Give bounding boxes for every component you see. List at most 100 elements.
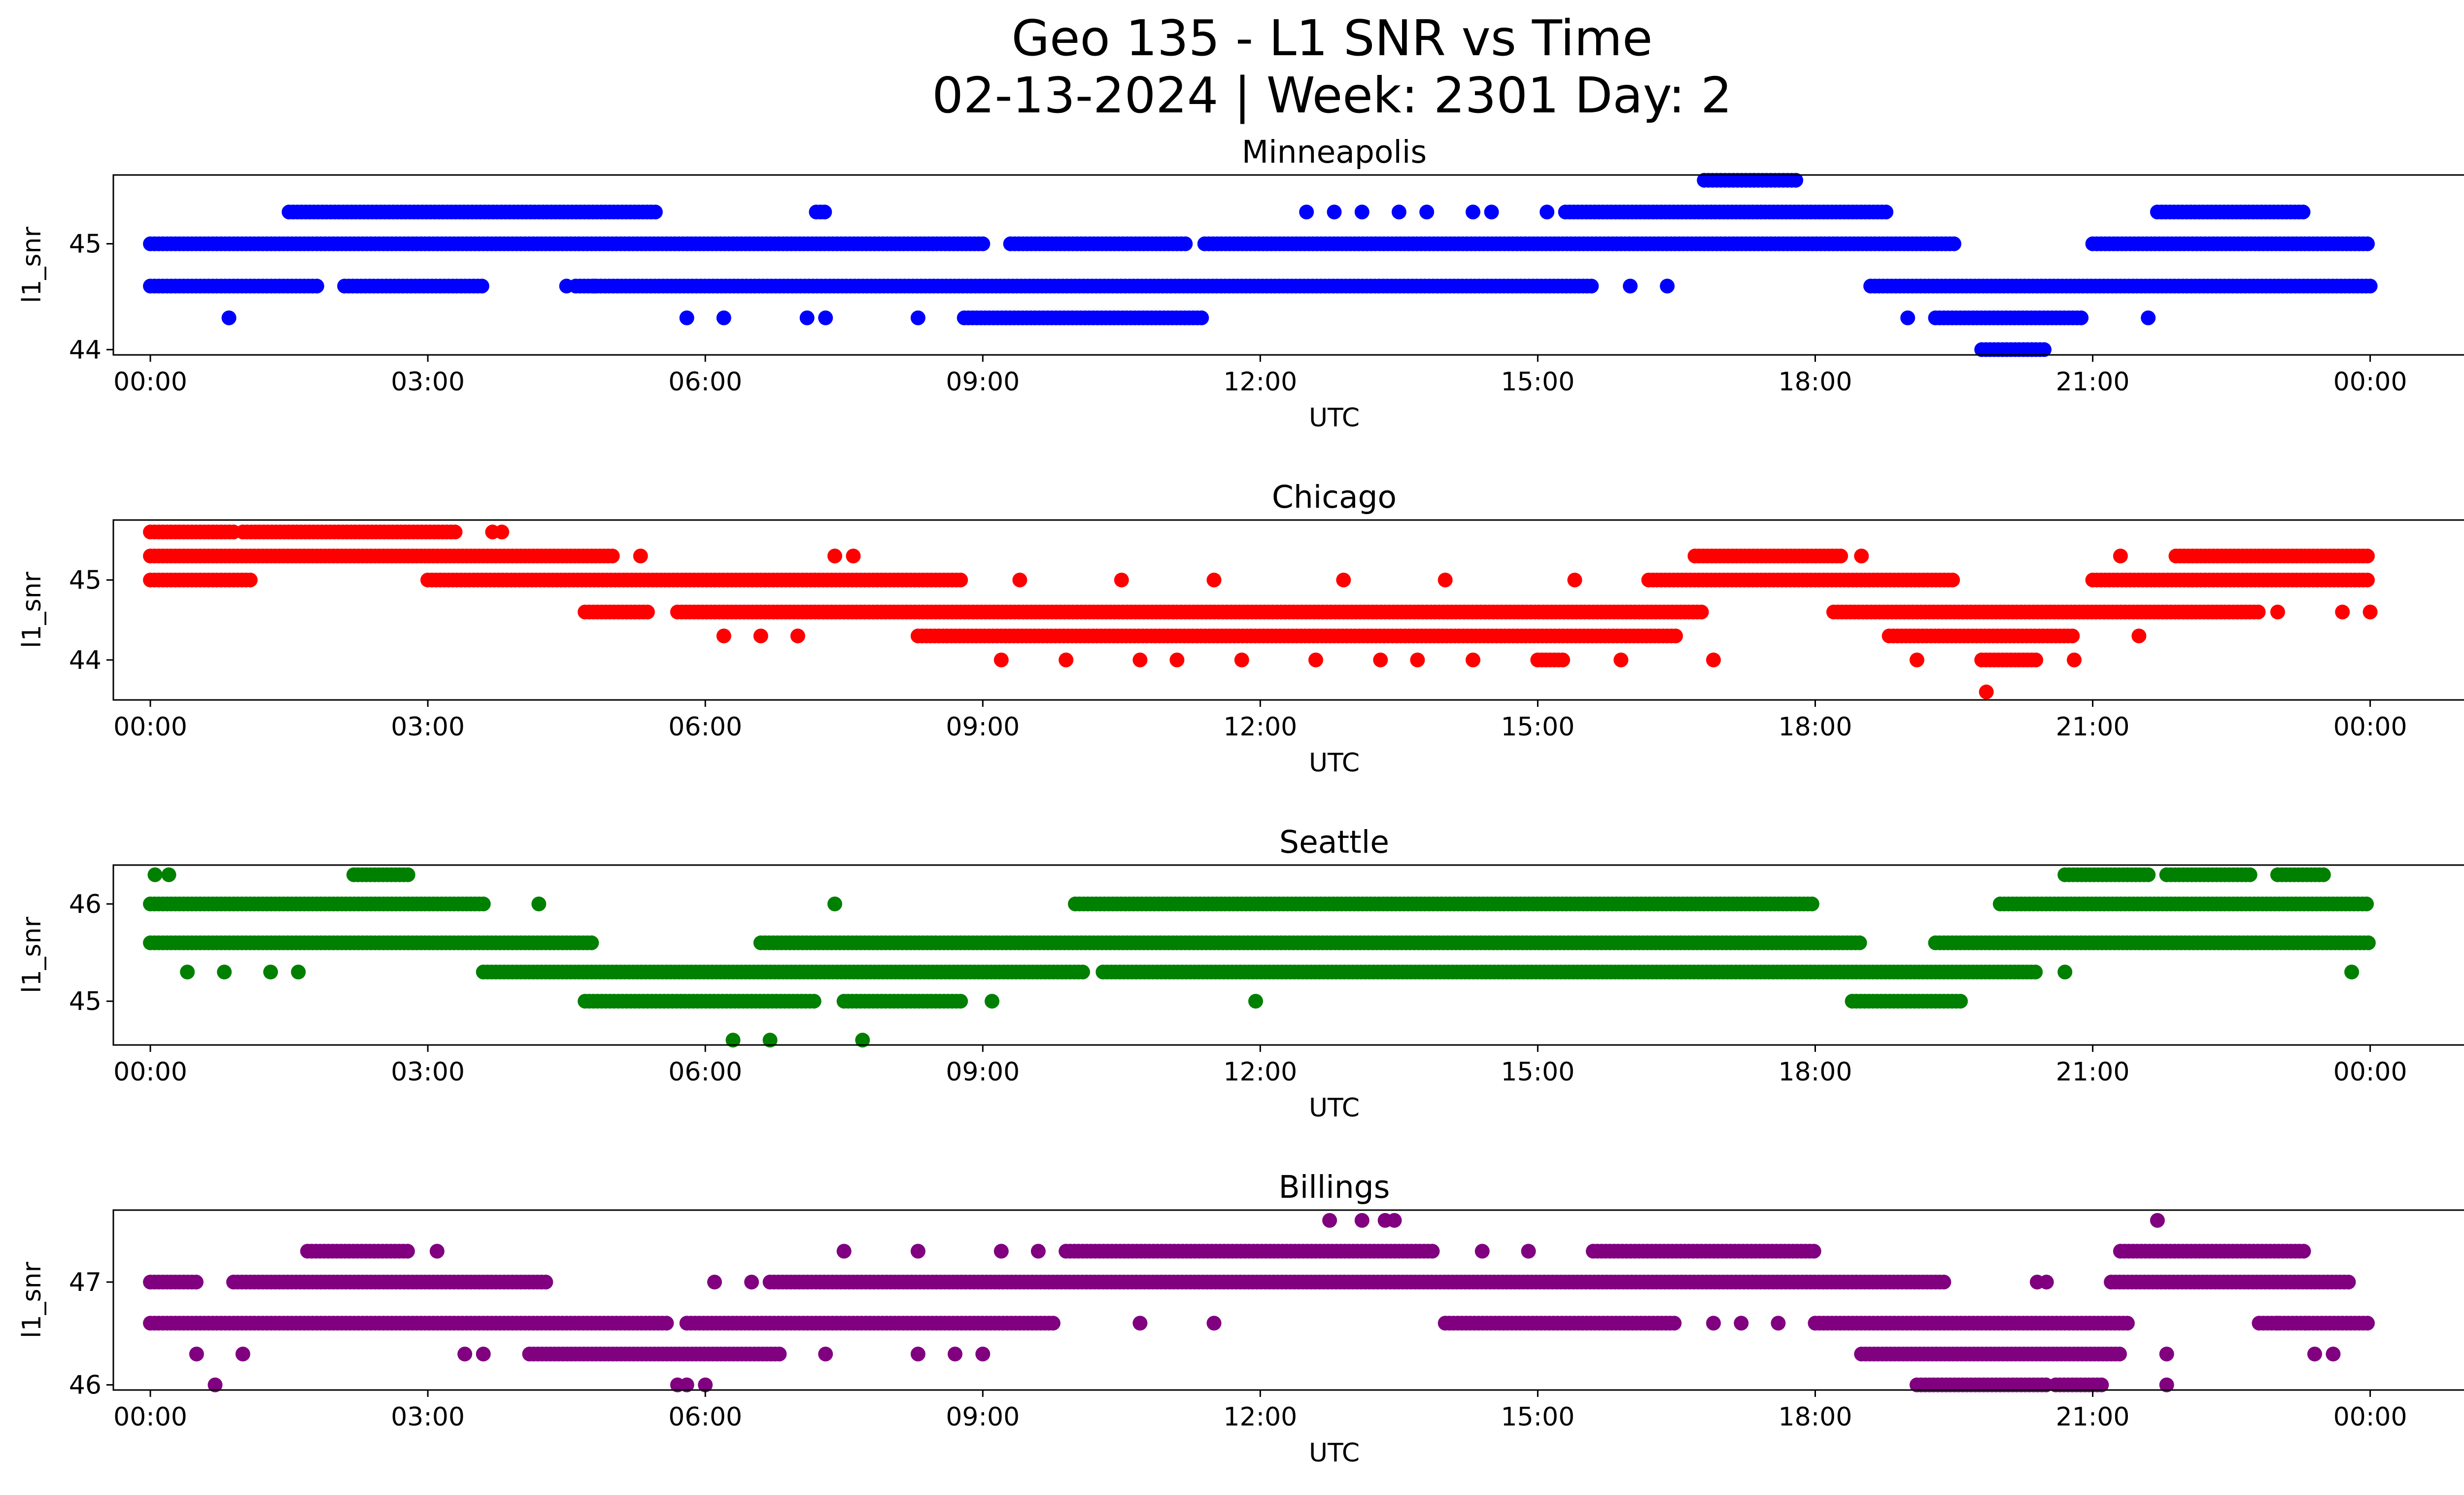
x-tick-label: 03:00 (391, 367, 465, 397)
data-point (1354, 205, 1369, 220)
data-point (2057, 965, 2073, 979)
data-point (1804, 896, 1819, 911)
data-point (309, 278, 324, 294)
data-point (1114, 572, 1129, 588)
data-point (2120, 1316, 2135, 1331)
x-tick-label: 00:00 (113, 367, 187, 397)
data-point (1854, 549, 1869, 563)
x-tick-label: 15:00 (1501, 367, 1574, 397)
data-point (1169, 652, 1185, 667)
data-point (953, 994, 968, 1009)
data-point (1706, 652, 1721, 667)
data-point (2360, 572, 2375, 588)
data-point (2362, 278, 2378, 294)
data-point (993, 652, 1009, 667)
x-axis-label: UTC (1309, 748, 1360, 778)
x-tick-label: 00:00 (2333, 367, 2407, 397)
subplot-title: Minneapolis (1242, 134, 1427, 170)
data-point (180, 965, 195, 979)
x-tick-label: 21:00 (2056, 367, 2130, 397)
scatter-points (143, 867, 2376, 1048)
data-point (1979, 684, 1994, 699)
data-point (242, 572, 258, 588)
data-point (659, 1316, 674, 1331)
data-point (1059, 652, 1074, 667)
data-point (640, 604, 655, 620)
data-point (1567, 572, 1582, 588)
axes-frame (112, 864, 2464, 1046)
data-point (584, 935, 599, 950)
subplot-title: Billings (1279, 1169, 1390, 1205)
data-point (494, 524, 510, 540)
scatter-points (143, 1213, 2375, 1392)
y-tick-label: 45 (69, 987, 102, 1016)
data-point (2074, 310, 2089, 325)
data-point (400, 867, 415, 882)
data-point (2296, 1244, 2311, 1259)
data-point (2065, 628, 2080, 644)
data-point (2341, 1275, 2356, 1289)
y-axis-label: l1_snr (17, 226, 47, 303)
data-point (953, 572, 968, 588)
data-point (2242, 867, 2258, 882)
data-point (790, 628, 805, 644)
data-point (633, 549, 648, 563)
data-point (1694, 604, 1709, 620)
y-tick-label: 44 (69, 646, 102, 675)
scatter-points (143, 173, 2378, 357)
data-point (2037, 342, 2052, 357)
data-point (161, 867, 176, 882)
data-point (1660, 278, 1675, 294)
data-point (217, 965, 232, 979)
data-point (1484, 205, 1499, 220)
y-axis-label: l1_snr (17, 916, 47, 993)
x-tick-label: 18:00 (1779, 367, 1852, 397)
data-point (1419, 205, 1435, 220)
data-point (400, 1244, 415, 1259)
data-point (476, 896, 491, 911)
y-tick-label: 46 (69, 890, 102, 919)
data-point (2295, 205, 2311, 220)
x-tick-label: 15:00 (1501, 712, 1574, 742)
data-point (1852, 935, 1867, 950)
x-tick-label: 09:00 (946, 1057, 1020, 1087)
data-point (1833, 549, 1848, 563)
data-point (716, 310, 731, 325)
subplot-title: Chicago (1272, 479, 1397, 515)
data-point (1336, 572, 1351, 588)
data-point (2113, 549, 2128, 563)
data-point (648, 205, 663, 220)
subplot-title: Seattle (1279, 824, 1389, 860)
data-point (1584, 278, 1599, 294)
data-point (679, 310, 694, 325)
y-tick-label: 45 (69, 230, 102, 259)
data-point (1953, 994, 1968, 1009)
data-point (1667, 1316, 1682, 1331)
data-point (2067, 652, 2082, 667)
axes-frame (112, 519, 2464, 701)
data-point (2270, 604, 2285, 620)
data-point (1132, 652, 1148, 667)
data-point (531, 896, 547, 911)
data-point (1425, 1244, 1440, 1259)
scatter-points (143, 524, 2378, 699)
x-tick-label: 03:00 (391, 712, 465, 742)
data-point (1206, 572, 1222, 588)
data-point (1410, 652, 1425, 667)
data-point (2131, 628, 2147, 644)
x-tick-label: 03:00 (391, 1057, 465, 1087)
data-point (1391, 205, 1406, 220)
data-point (2361, 935, 2376, 950)
data-point (587, 278, 602, 294)
data-point (2359, 896, 2374, 911)
data-point (1466, 205, 1480, 220)
data-point (291, 965, 306, 979)
data-point (1075, 965, 1090, 979)
x-tick-label: 09:00 (946, 712, 1020, 742)
data-point (716, 628, 731, 644)
